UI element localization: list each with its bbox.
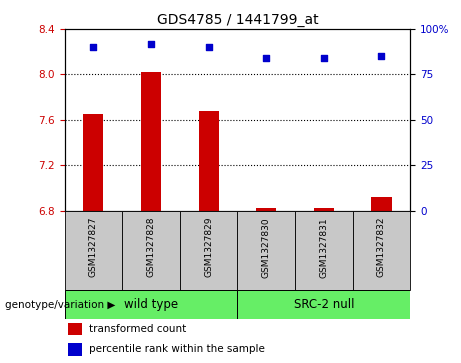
Bar (180, 211, 237, 290)
Point (263, 55, 270, 61)
Bar (122, 211, 180, 290)
Bar (199, 111, 219, 211)
Point (320, 55, 327, 61)
Bar (83, 114, 103, 211)
Bar (372, 197, 391, 211)
Bar (141, 72, 161, 211)
Bar (256, 208, 276, 211)
Point (148, 41, 155, 46)
Text: GSM1327829: GSM1327829 (204, 217, 213, 277)
Text: percentile rank within the sample: percentile rank within the sample (89, 344, 265, 355)
Text: GSM1327832: GSM1327832 (377, 217, 386, 277)
Bar (314, 208, 334, 211)
Bar (68, 343, 82, 356)
Bar (353, 211, 410, 290)
Point (205, 44, 212, 50)
Bar (65, 290, 237, 319)
Text: SRC-2 null: SRC-2 null (294, 298, 354, 311)
Point (89, 44, 97, 50)
Bar (295, 211, 353, 290)
Bar (237, 211, 295, 290)
Bar (65, 211, 122, 290)
Text: wild type: wild type (124, 298, 178, 311)
Text: GSM1327828: GSM1327828 (147, 217, 155, 277)
Text: transformed count: transformed count (89, 324, 186, 334)
Text: GSM1327830: GSM1327830 (262, 217, 271, 278)
Title: GDS4785 / 1441799_at: GDS4785 / 1441799_at (157, 13, 318, 26)
Point (378, 53, 385, 59)
Text: GSM1327831: GSM1327831 (319, 217, 328, 278)
Text: genotype/variation ▶: genotype/variation ▶ (5, 300, 115, 310)
Text: GSM1327827: GSM1327827 (89, 217, 98, 277)
Bar (68, 323, 82, 335)
Bar (237, 290, 410, 319)
